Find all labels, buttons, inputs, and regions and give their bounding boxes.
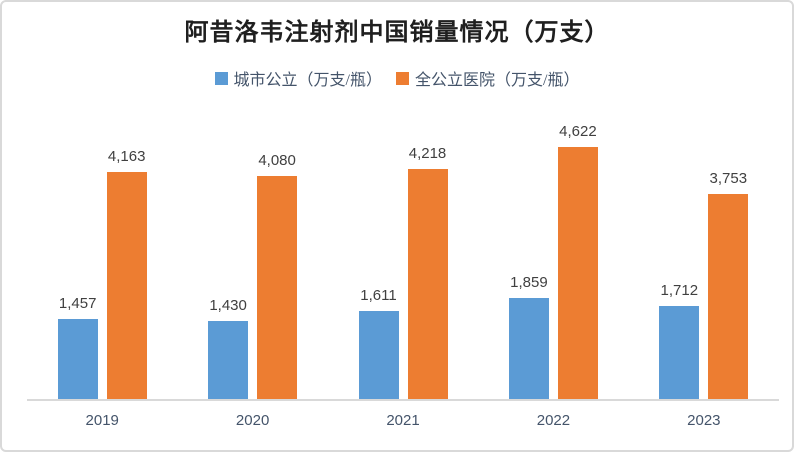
bar-value-label: 1,611 [360, 287, 397, 304]
bar-series-1-2019 [106, 171, 147, 399]
bar-value-label: 1,712 [660, 281, 699, 299]
x-axis-label-2022: 2022 [536, 412, 571, 429]
bar-value-label: 4,218 [408, 144, 447, 162]
bar-series-0-2020 [208, 320, 249, 399]
bar-value-label: 4,622 [559, 122, 597, 140]
bar-value-label: 3,753 [709, 170, 748, 188]
bar-series-1-2021 [407, 168, 448, 399]
bar-value-label: 1,430 [209, 296, 247, 314]
bar-series-1-2020 [257, 176, 298, 399]
bar-col: 4,163 [106, 147, 147, 399]
bar-col: 1,457 [57, 295, 98, 399]
bar-col: 1,859 [508, 273, 549, 399]
plot-area: 1,457 4,163 1,430 4,080 1,611 4,218 1,859 4,622… [27, 122, 779, 399]
bar-value-label: 1,859 [510, 273, 548, 291]
bar-value-label: 1,457 [58, 295, 97, 313]
bar-group-2020: 1,430 4,080 [177, 126, 327, 399]
x-axis-label-2019: 2019 [85, 412, 119, 429]
legend: 城市公立（万支/瓶） 全公立医院（万支/瓶） [2, 66, 792, 90]
legend-item-series-1: 全公立医院（万支/瓶） [396, 66, 579, 90]
bar-group-2022: 1,859 4,622 [478, 122, 628, 399]
legend-label: 全公立医院（万支/瓶） [415, 72, 580, 89]
bar-col: 3,753 [708, 170, 749, 399]
x-axis-labels: 2019 2020 2021 2022 2023 [27, 401, 779, 429]
bar-series-0-2021 [358, 311, 399, 399]
bar-col: 1,712 [659, 281, 700, 399]
x-axis-line [27, 399, 779, 401]
x-axis-label-2021: 2021 [386, 412, 420, 429]
bar-col: 1,430 [208, 296, 249, 399]
bar-col: 4,218 [407, 144, 448, 399]
x-axis-label-2020: 2020 [235, 412, 270, 429]
chart-title: 阿昔洛韦注射剂中国销量情况（万支） [184, 20, 610, 46]
legend-swatch-icon [214, 71, 228, 85]
bar-group-2021: 1,611 4,218 [328, 126, 478, 399]
bar-col: 4,080 [257, 152, 298, 399]
bar-series-1-2022 [557, 146, 598, 399]
x-axis-label-2023: 2023 [687, 412, 721, 429]
bar-series-0-2019 [57, 319, 98, 399]
legend-swatch-icon [396, 71, 409, 85]
bar-series-1-2023 [708, 194, 749, 399]
bar-group-2023: 1,712 3,753 [629, 126, 779, 399]
legend-item-series-0: 城市公立（万支/瓶） [214, 66, 382, 90]
bar-value-label: 4,080 [258, 152, 296, 170]
bar-col: 4,622 [557, 122, 598, 399]
bar-value-label: 4,163 [107, 147, 146, 165]
legend-label: 城市公立（万支/瓶） [233, 72, 382, 89]
bar-group-2019: 1,457 4,163 [27, 126, 177, 399]
bar-series-0-2022 [508, 297, 549, 399]
bar-col: 1,611 [358, 287, 399, 399]
bar-series-0-2023 [659, 305, 700, 399]
